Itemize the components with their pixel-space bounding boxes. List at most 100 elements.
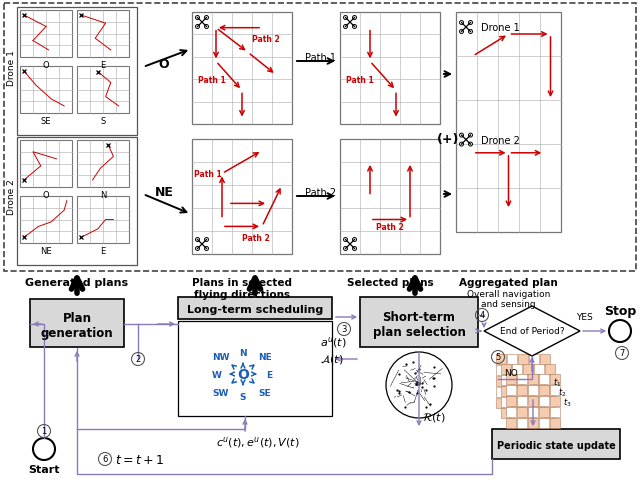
Bar (550, 407, 560, 417)
Text: 7: 7 (620, 349, 625, 358)
Text: Path 2: Path 2 (376, 223, 404, 231)
Bar (545, 386, 555, 396)
Bar (518, 387, 528, 397)
Bar (20, 197, 72, 244)
Text: Drone 1: Drone 1 (6, 50, 15, 86)
Bar (534, 397, 544, 407)
Bar (501, 364, 511, 374)
FancyBboxPatch shape (492, 429, 620, 459)
Text: Path 2: Path 2 (252, 35, 280, 44)
Bar (540, 365, 550, 375)
Bar (506, 418, 516, 428)
Bar (523, 364, 533, 374)
Text: Plans in selected
flying directions: Plans in selected flying directions (192, 278, 292, 299)
Text: Path 1: Path 1 (346, 76, 374, 84)
Text: SW: SW (213, 387, 229, 397)
Bar (192, 140, 292, 254)
Text: YES: YES (575, 312, 593, 321)
Bar (501, 397, 511, 407)
Bar (77, 141, 129, 187)
Text: O: O (43, 61, 49, 70)
Text: 3: 3 (341, 325, 347, 334)
Bar (550, 374, 560, 384)
Bar (517, 396, 527, 406)
Bar (518, 376, 528, 386)
Text: 1: 1 (42, 427, 47, 436)
FancyBboxPatch shape (360, 297, 478, 347)
Bar (512, 375, 522, 385)
Bar (529, 387, 539, 397)
Bar (534, 375, 544, 385)
Bar (523, 408, 533, 418)
Bar (528, 385, 538, 395)
Text: Aggregated plan: Aggregated plan (459, 278, 558, 287)
Bar (540, 387, 550, 397)
Bar (529, 376, 539, 386)
Bar (518, 365, 528, 375)
Text: Drone 2: Drone 2 (481, 135, 520, 145)
Bar (529, 398, 539, 408)
Text: S: S (240, 392, 246, 401)
Bar (512, 386, 522, 396)
Bar (496, 398, 506, 408)
Bar (506, 396, 516, 406)
Bar (545, 397, 555, 407)
Bar (517, 374, 527, 384)
Text: E: E (266, 370, 272, 379)
Bar (540, 354, 550, 364)
Text: $c^u(t), e^u(t), V(t)$: $c^u(t), e^u(t), V(t)$ (216, 435, 300, 449)
Bar (512, 397, 522, 407)
Bar (17, 138, 137, 265)
Bar (77, 67, 129, 114)
Text: $t_3$: $t_3$ (563, 395, 572, 408)
Bar (77, 11, 129, 58)
Text: N: N (100, 191, 106, 200)
Text: Short-term
plan selection: Short-term plan selection (372, 310, 465, 338)
Bar (496, 376, 506, 386)
Bar (507, 354, 517, 364)
Text: 5: 5 (495, 353, 500, 362)
Text: Generated plans: Generated plans (26, 278, 129, 287)
Circle shape (386, 352, 452, 418)
Bar (501, 375, 511, 385)
Text: Stop: Stop (604, 305, 636, 317)
Bar (540, 398, 550, 408)
Text: NE: NE (155, 185, 174, 198)
Bar (539, 407, 549, 417)
FancyBboxPatch shape (4, 4, 636, 271)
Bar (539, 418, 549, 428)
Bar (507, 387, 517, 397)
Bar (17, 8, 137, 136)
Text: Plan
generation: Plan generation (41, 311, 113, 339)
Bar (192, 13, 292, 125)
Text: Path 2: Path 2 (305, 187, 336, 198)
Text: Path 1: Path 1 (305, 53, 336, 63)
Bar (550, 385, 560, 395)
Bar (529, 365, 539, 375)
Bar (517, 385, 527, 395)
Bar (501, 386, 511, 396)
Text: Long-term scheduling: Long-term scheduling (187, 305, 323, 314)
Bar (507, 376, 517, 386)
Text: 6: 6 (102, 454, 108, 464)
Bar (534, 386, 544, 396)
Bar (506, 374, 516, 384)
Bar (496, 387, 506, 397)
Bar (529, 354, 539, 364)
Text: NE: NE (258, 352, 272, 361)
Text: $t_1$: $t_1$ (553, 375, 561, 388)
Text: Path 1: Path 1 (198, 76, 226, 84)
Bar (518, 354, 528, 364)
Bar (340, 140, 440, 254)
Bar (501, 408, 511, 418)
Bar (550, 418, 560, 428)
Bar (77, 197, 129, 244)
Text: E: E (100, 61, 106, 70)
Text: NE: NE (40, 246, 52, 256)
Bar (545, 364, 555, 374)
Text: (+): (+) (437, 133, 459, 146)
Text: NW: NW (212, 352, 230, 361)
Bar (534, 364, 544, 374)
FancyBboxPatch shape (30, 299, 124, 347)
Bar (539, 374, 549, 384)
